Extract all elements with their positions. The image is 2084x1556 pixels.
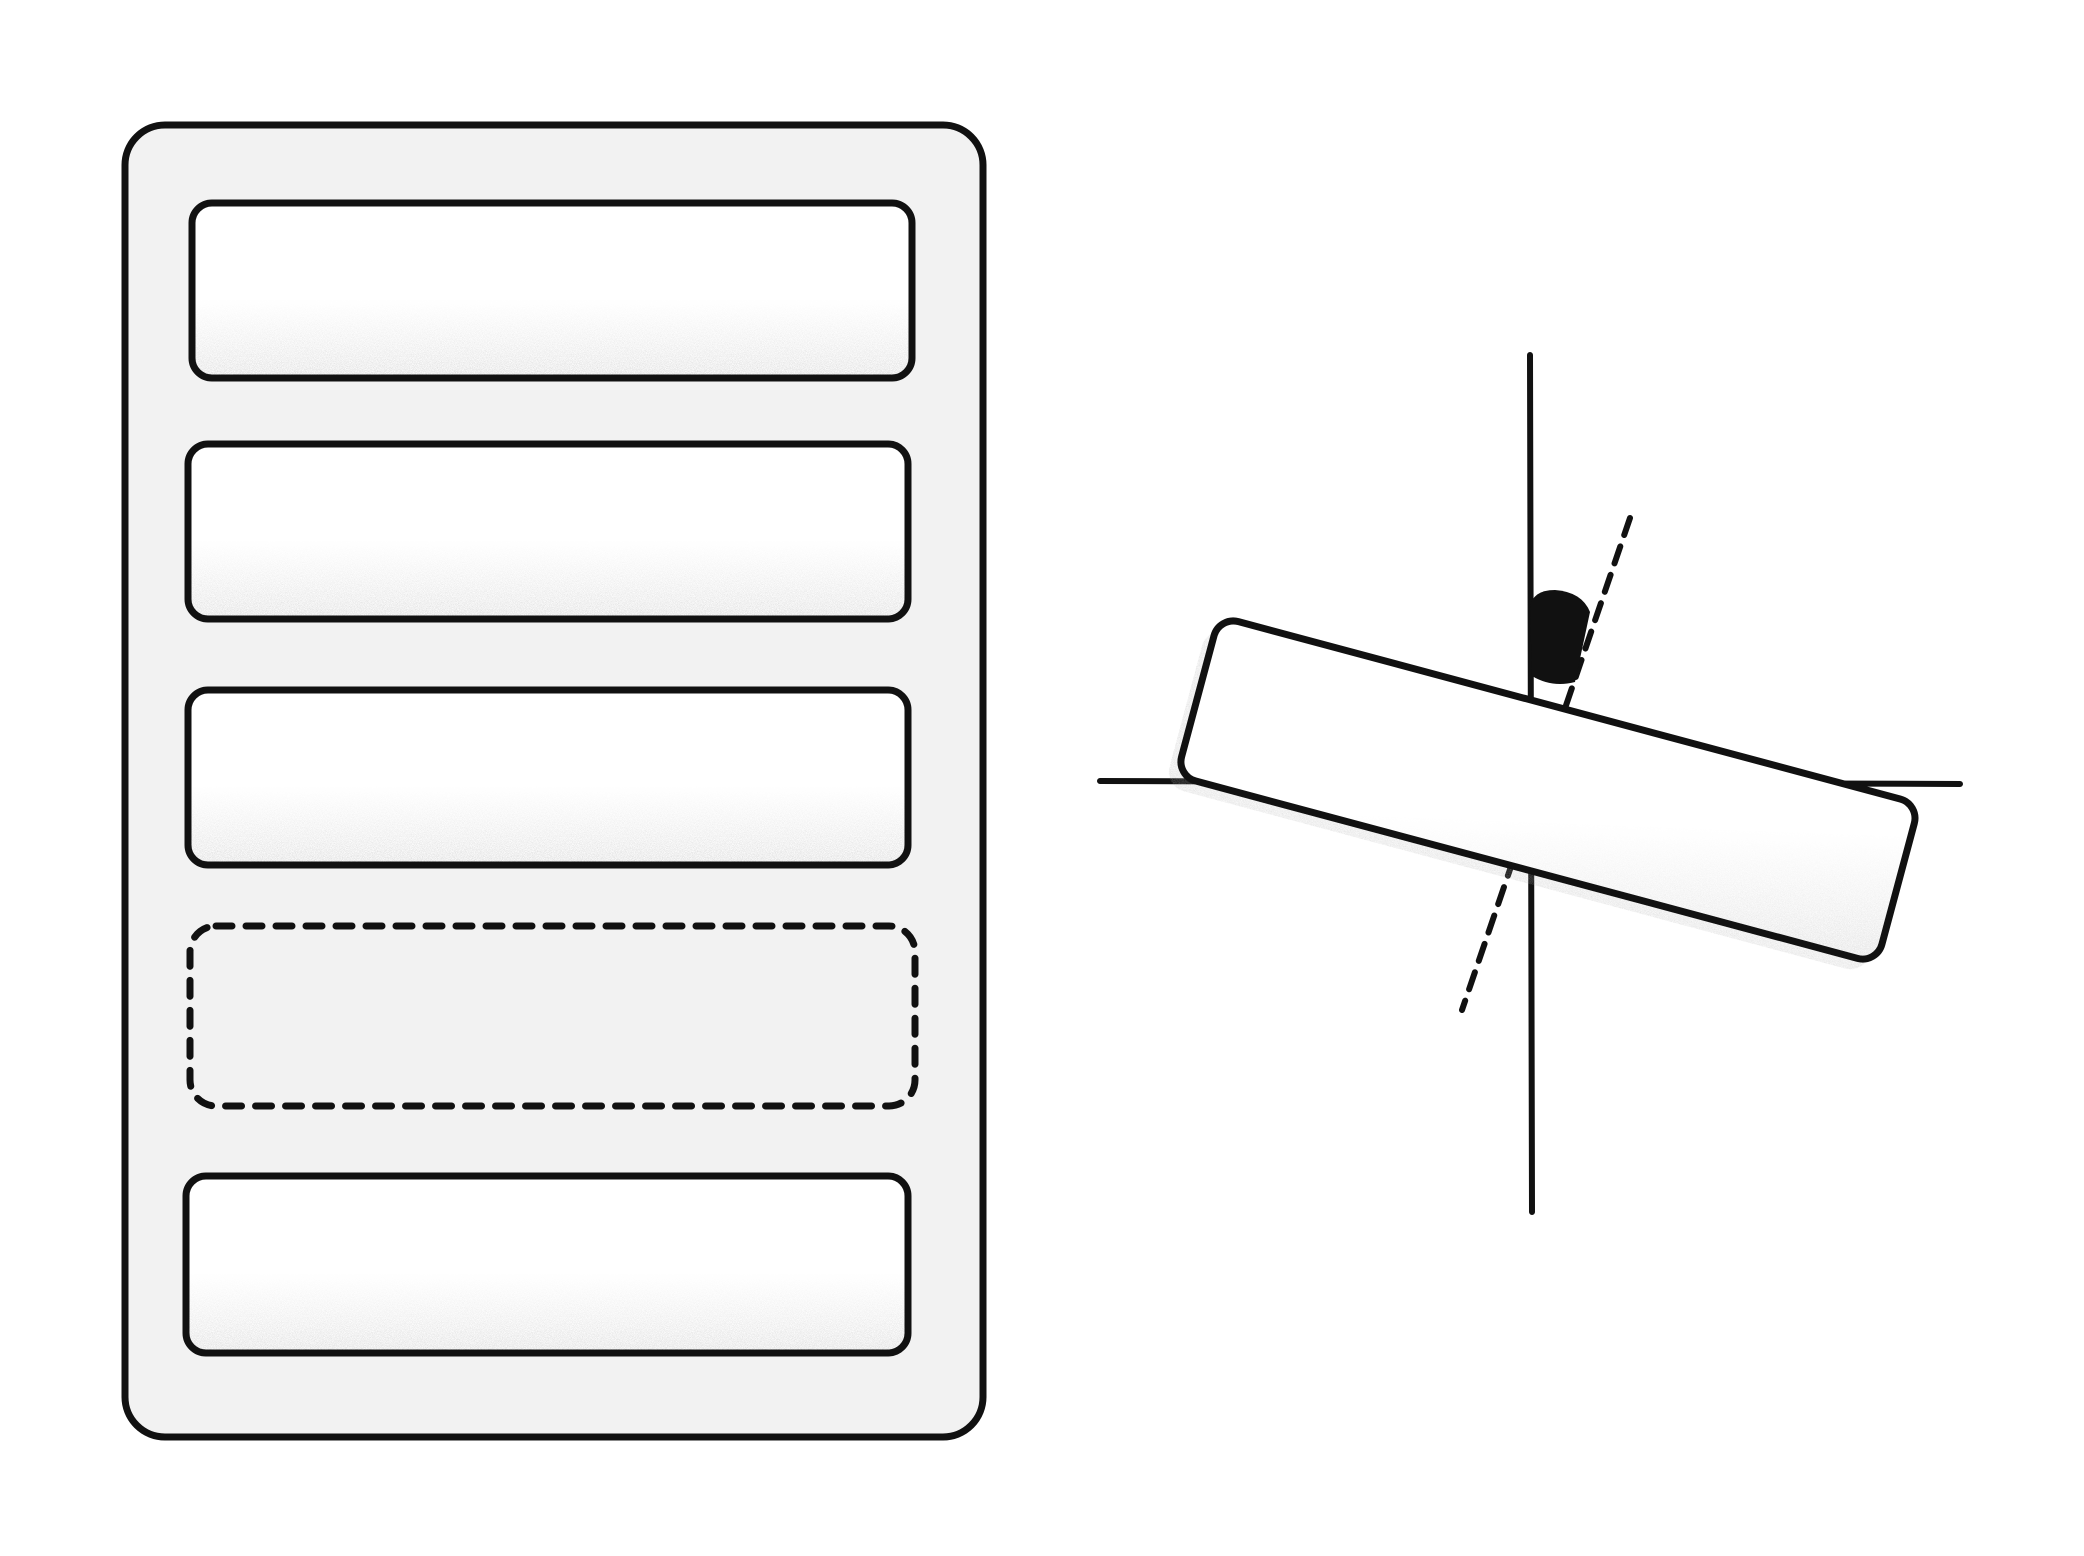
list-item-2[interactable] xyxy=(184,440,912,623)
angle-wedge-icon xyxy=(1530,590,1590,684)
list-item-3[interactable] xyxy=(184,686,912,869)
dragged-item-group xyxy=(1097,352,1963,1215)
list-item-1[interactable] xyxy=(188,199,916,382)
drop-placeholder xyxy=(186,922,919,1110)
dragged-item[interactable] xyxy=(1164,614,1919,976)
list-item-5[interactable] xyxy=(182,1172,912,1357)
